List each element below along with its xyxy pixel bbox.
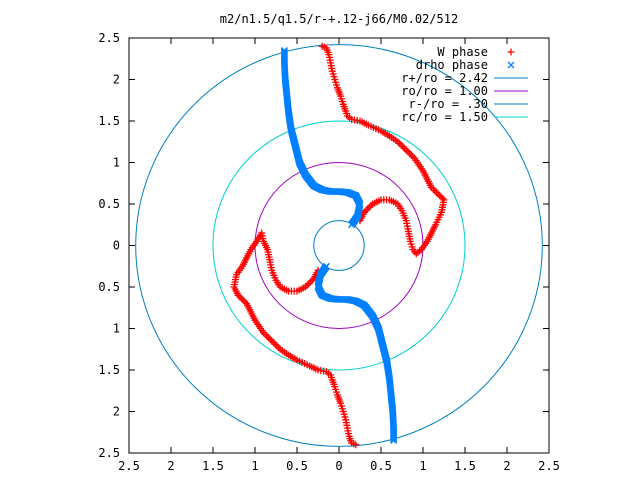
y-tick-label: 2.5 — [98, 446, 120, 460]
y-tick-label: 2.5 — [98, 31, 120, 45]
w-phase-point — [308, 276, 316, 284]
w-phase-point — [414, 248, 422, 256]
y-tick-label: 0 — [113, 239, 120, 253]
w-phase-point — [364, 205, 372, 213]
x-tick-label: 1 — [419, 459, 426, 473]
w-phase-point — [434, 190, 442, 198]
legend-label: rc/ro = 1.50 — [401, 110, 488, 124]
w-phase-point — [409, 153, 417, 161]
w-phase-point — [394, 138, 402, 146]
drho-phase-point — [322, 262, 330, 270]
y-tick-label: 0.5 — [98, 280, 120, 294]
x-tick-label: 2.5 — [118, 459, 140, 473]
w-phase-point — [239, 296, 247, 304]
w-phase-point — [439, 194, 447, 202]
w-phase-point — [266, 335, 274, 343]
w-phase-point — [306, 278, 314, 286]
w-phase-point — [369, 200, 377, 208]
y-tick-label: 1.5 — [98, 114, 120, 128]
y-tick-label: 1.5 — [98, 363, 120, 377]
w-phase-point — [402, 146, 410, 154]
y-tick-label: 1 — [113, 322, 120, 336]
w-phase-point — [263, 332, 271, 340]
circle-ro-ro-1-00 — [254, 162, 424, 329]
x-tick-label: 0.5 — [370, 459, 392, 473]
drho-phase-point — [507, 61, 515, 69]
w-phase-point — [429, 185, 437, 193]
w-phase-point — [301, 283, 309, 291]
w-phase-point — [431, 187, 439, 195]
w-phase-point — [362, 207, 370, 215]
w-phase-point — [404, 148, 412, 156]
w-phase-point — [406, 149, 414, 157]
circle-rc-ro-1-50 — [212, 120, 466, 371]
w-phase-point — [271, 340, 279, 348]
drho-phase-points — [280, 46, 398, 445]
w-phase-point — [238, 295, 246, 303]
w-phase-point — [365, 203, 373, 211]
w-phase-point — [395, 139, 403, 147]
y-tick-label: 2 — [113, 405, 120, 419]
legend-label: drho phase — [416, 58, 488, 72]
chart-title: m2/n1.5/q1.5/r-+.12-j66/M0.02/512 — [220, 12, 458, 26]
w-phase-point — [401, 144, 409, 152]
x-tick-label: 2 — [503, 459, 510, 473]
w-phase-point — [432, 188, 440, 196]
circle-r-ro-2-42 — [135, 44, 543, 447]
y-tick-label: 1 — [113, 156, 120, 170]
legend-label: r-/ro = .30 — [409, 97, 488, 111]
w-phase-point — [427, 183, 435, 191]
x-tick-label: 0 — [335, 459, 342, 473]
legend-label: ro/ro = 1.00 — [401, 84, 488, 98]
w-phase-point — [399, 143, 407, 151]
x-tick-label: 1 — [251, 459, 258, 473]
x-tick-label: 2.5 — [538, 459, 560, 473]
legend-label: r+/ro = 2.42 — [401, 71, 488, 85]
x-tick-label: 1.5 — [454, 459, 476, 473]
w-phase-point — [397, 141, 405, 149]
drho-phase-point — [348, 221, 356, 229]
y-tick-label: 0.5 — [98, 197, 120, 211]
w-phase-point — [273, 342, 281, 350]
w-phase-point — [236, 293, 244, 301]
w-phase-point — [367, 202, 375, 210]
circle-r-ro-30 — [313, 220, 365, 271]
w-phase-point — [261, 330, 269, 338]
w-phase-point — [243, 300, 251, 308]
w-phase-point — [264, 334, 272, 342]
w-phase-point — [275, 344, 283, 352]
axis-ticks: 2.5 2 1.5 1 0.5 0 0.5 1 1.5 2 2.52.521.510.500.511… — [98, 31, 560, 473]
y-tick-label: 2 — [113, 73, 120, 87]
w-phase-point — [407, 151, 415, 159]
w-phase-point — [241, 298, 249, 306]
legend-label: W phase — [437, 45, 488, 59]
w-phase-points — [230, 42, 448, 449]
w-phase-point — [276, 345, 284, 353]
w-phase-point — [305, 280, 313, 288]
x-tick-label: 1.5 — [202, 459, 224, 473]
x-tick-label: 2 — [167, 459, 174, 473]
w-phase-point — [268, 337, 276, 345]
w-phase-point — [303, 281, 311, 289]
x-tick-label: 0.5 — [286, 459, 308, 473]
w-phase-point — [269, 339, 277, 347]
w-phase-point — [507, 48, 515, 56]
